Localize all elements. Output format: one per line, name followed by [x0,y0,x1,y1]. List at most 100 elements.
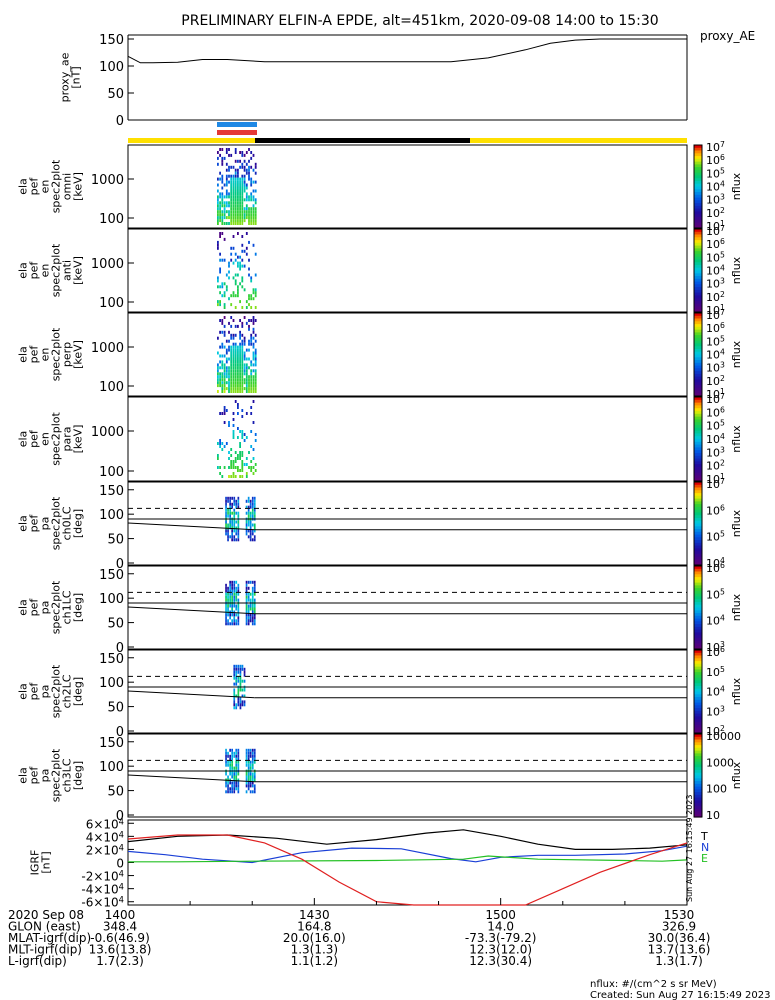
spectrogram-cell [239,372,241,376]
y-axis-label-line: [deg] [72,509,85,538]
spectrogram-cell [254,306,257,309]
igrf-ytick-label: -2×104 [81,869,124,884]
colorbar-step [694,237,702,241]
spectrogram-cell [225,496,227,500]
spectrogram-ytick-label: 50 [107,701,124,716]
spectrogram-cell [251,514,254,518]
colorbar-step [694,259,702,263]
spectrogram-cell [241,703,244,707]
spectrogram-cell [234,345,237,349]
spectrogram-cell [217,276,219,280]
spectrogram-cell [252,168,255,172]
colorbar-tick-label: 106 [706,153,725,167]
spectrogram-cell [219,267,221,271]
spectrogram-cell [245,529,248,533]
colorbar [694,482,702,566]
spectrogram-cell [248,348,250,352]
spectrogram-cell [232,475,235,478]
colorbar-step [694,461,702,465]
spectrogram-cell [237,703,240,707]
colorbar-step [694,472,702,476]
orbit-cell: 1500 [485,908,516,922]
spectrogram-cell [250,306,253,309]
spectrogram-cell [237,436,239,439]
spectrogram-cell [237,784,240,788]
colorbar-step [694,518,702,522]
spectrogram-cell [253,523,256,527]
spectrogram-cell [245,592,248,596]
spectrogram-cell [229,514,231,518]
spectrogram-cell [233,598,236,602]
spectrogram-cell [232,363,235,367]
spectrogram-cell [237,700,240,704]
spectrogram-cell [228,330,230,334]
spectrogram-cell [217,378,219,382]
spectrogram-cell [219,216,221,220]
spectrogram-cell [243,183,246,187]
spectrogram-cell [231,760,233,764]
y-axis-label-line: spec2plot [50,748,63,802]
plot-title: PRELIMINARY ELFIN-A EPDE, alt=451km, 202… [181,13,658,29]
spectrogram-cell [229,583,231,587]
spectrogram-cell [250,378,253,382]
spectrogram-cell [249,607,252,611]
spectrogram-cell [249,760,252,764]
orbit-row-label: MLT-igrf(dip) [8,943,82,957]
spectrogram-cell [230,448,233,451]
colorbar-tick-label: 106 [706,237,725,251]
spectrogram-cell [253,592,256,596]
spectrogram-cell [230,466,233,469]
spectrogram-cell [241,153,244,157]
spectrogram-cell [235,670,238,674]
y-axis-label-line: ch2LC [61,674,74,708]
spectrogram-cell [228,466,230,469]
colorbar-step [694,808,702,813]
spectrogram-cell [223,384,226,388]
spectrogram-cell [221,222,224,225]
spectrogram-cell [233,784,236,788]
spectrogram-cell [250,207,253,211]
spectrogram-cell [235,673,238,677]
spectrogram-cell [223,282,226,286]
spectrogram-cell [227,496,229,500]
spectrogram-cell [232,424,235,427]
spectrogram-cell [239,706,242,710]
spectrogram-cell [241,183,244,187]
spectrogram-cell [225,174,228,178]
spectrogram-cell [239,445,241,448]
spectrogram-cell [219,442,221,445]
spectrogram-cell [231,496,233,500]
colorbar-tick-label: 106 [706,405,725,419]
spectrogram-cell [250,319,253,322]
colorbar-step [694,571,702,575]
spectrogram-cell [239,430,241,433]
colorbar-step [694,677,702,682]
spectrogram-cell [221,475,224,478]
colorbar-tick-label: 107 [706,477,725,491]
spectrogram-cell [217,219,219,223]
spectrogram-cell [231,766,233,770]
spectrogram-cell [221,372,224,376]
spectrogram-cell [225,366,228,370]
colorbar-step [694,646,702,650]
spectrogram-cell [225,180,228,184]
spectrogram-cell [232,381,235,385]
y-axis-label-line: spec2plot [50,243,63,297]
spectrogram-cell [219,232,221,235]
spectrogram-cell [239,369,241,373]
spectrogram-cell [239,390,241,393]
spectrogram-cell [239,151,241,154]
spectrogram-cell [225,204,228,208]
spectrogram-cell [219,201,221,205]
spectrogram-cell [234,198,237,202]
colorbar-step [694,629,702,633]
spectrogram-cell [252,384,255,388]
colorbar-step [694,251,702,255]
y-axis-label-line: [deg] [72,761,85,790]
spectrogram-cell [241,360,244,364]
spectrogram-cell [228,297,230,301]
spectrogram-cell [235,580,238,584]
spectrogram-cell [241,694,244,698]
colorbar-step [694,313,702,317]
